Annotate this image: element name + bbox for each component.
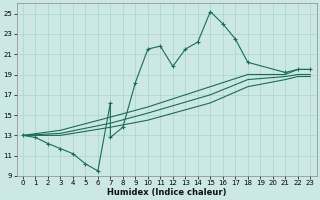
X-axis label: Humidex (Indice chaleur): Humidex (Indice chaleur) bbox=[107, 188, 226, 197]
